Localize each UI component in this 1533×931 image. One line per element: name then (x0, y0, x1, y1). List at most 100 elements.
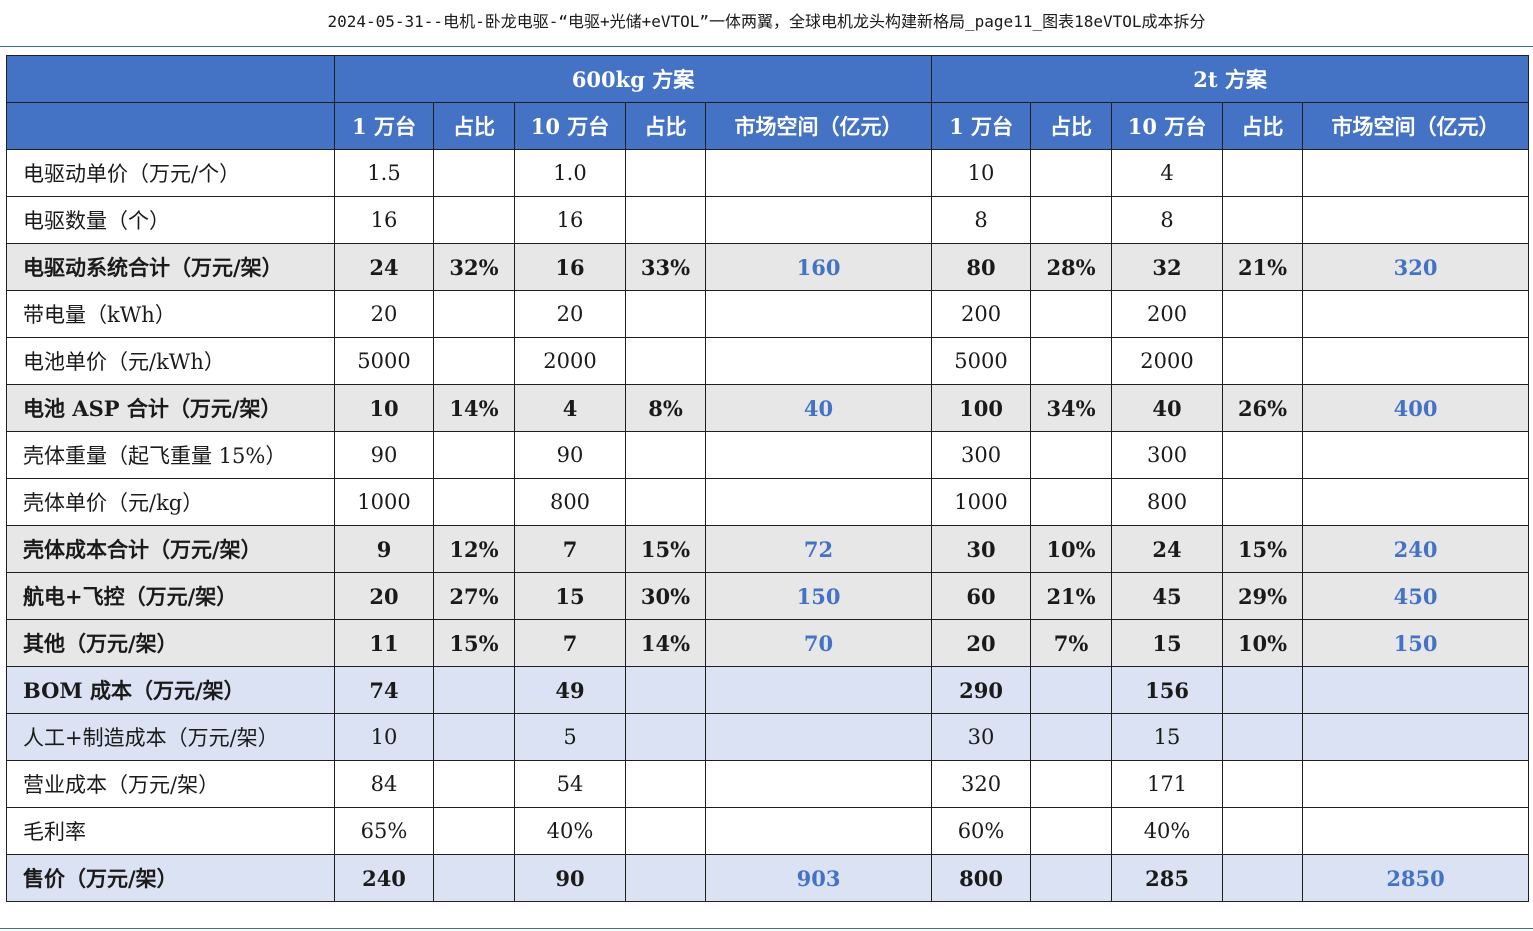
table-cell (1222, 807, 1304, 855)
table-cell: 21% (1030, 572, 1113, 620)
table-cell: 156 (1111, 666, 1224, 714)
table-cell (433, 196, 515, 244)
table-cell (625, 854, 706, 902)
market-size-cell: 2850 (1302, 854, 1530, 902)
table-cell: 27% (433, 572, 515, 620)
header-corner (6, 55, 335, 103)
row-label: 壳体单价（元/kg） (6, 478, 335, 526)
table-cell: 15% (1222, 525, 1304, 573)
row-label: 壳体重量（起飞重量 15%） (6, 431, 335, 479)
table-cell (1030, 666, 1113, 714)
table-body: 电驱动单价（万元/个） 1.5 1.0 10 4 电驱数量（个） 16 16 8 8 电驱动系统合计… (6, 149, 1530, 902)
row-label: 电驱动单价（万元/个） (6, 149, 335, 197)
market-size-cell (1302, 478, 1530, 526)
table-cell: 5000 (931, 337, 1032, 385)
table-cell (1030, 478, 1113, 526)
table-cell: 200 (1111, 290, 1224, 338)
table-cell: 14% (433, 384, 515, 432)
table-cell: 90 (514, 854, 626, 902)
page-title: 2024-05-31--电机-卧龙电驱-“电驱+光储+eVTOL”一体两翼，全球… (327, 12, 1206, 31)
table-cell: 16 (514, 243, 626, 291)
table-cell (625, 666, 706, 714)
table-cell: 21% (1222, 243, 1304, 291)
table-cell (625, 431, 706, 479)
table-cell: 240 (334, 854, 434, 902)
table-cell: 11 (334, 619, 434, 667)
table-row: 电池单价（元/kWh） 5000 2000 5000 2000 (6, 337, 1530, 385)
row-label: 售价（万元/架） (6, 854, 335, 902)
table-cell: 200 (931, 290, 1032, 338)
table-cell: 100 (931, 384, 1032, 432)
table-cell (1222, 196, 1304, 244)
table-cell: 7 (514, 525, 626, 573)
table-cell: 20 (334, 572, 434, 620)
market-size-cell (1302, 760, 1530, 808)
table-cell (1222, 337, 1304, 385)
table-row: 营业成本（万元/架） 84 54 320 171 (6, 760, 1530, 808)
table-cell: 28% (1030, 243, 1113, 291)
table-cell (625, 807, 706, 855)
table-cell: 10% (1222, 619, 1304, 667)
table-cell: 12% (433, 525, 515, 573)
table-cell (1030, 431, 1113, 479)
market-size-cell (704, 290, 933, 338)
table-row: 毛利率 65% 40% 60% 40% (6, 807, 1530, 855)
table-cell: 29% (1222, 572, 1304, 620)
table-cell: 10 (334, 384, 434, 432)
table-cell (1222, 713, 1304, 761)
market-size-cell (1302, 149, 1530, 197)
table-cell (433, 760, 515, 808)
table-cell (1030, 149, 1113, 197)
market-size-cell (1302, 337, 1530, 385)
header-col-share: 占比 (1030, 102, 1113, 150)
table-cell: 171 (1111, 760, 1224, 808)
table-cell (433, 337, 515, 385)
table-cell: 15% (433, 619, 515, 667)
table-row: BOM 成本（万元/架） 74 49 290 156 (6, 666, 1530, 714)
table-cell: 32 (1111, 243, 1224, 291)
market-size-cell (704, 478, 933, 526)
market-size-cell: 150 (1302, 619, 1530, 667)
row-label: BOM 成本（万元/架） (6, 666, 335, 714)
table-cell: 24 (1111, 525, 1224, 573)
table-cell: 1000 (334, 478, 434, 526)
table-cell: 4 (1111, 149, 1224, 197)
table-cell: 8 (1111, 196, 1224, 244)
market-size-cell (704, 807, 933, 855)
table-cell (433, 431, 515, 479)
table-cell: 60% (931, 807, 1032, 855)
market-size-cell: 450 (1302, 572, 1530, 620)
header-column-row: 1 万台 占比 10 万台 占比 市场空间（亿元） 1 万台 占比 10 万台 … (6, 102, 1530, 150)
table-cell: 20 (514, 290, 626, 338)
header-col-units-10k: 1 万台 (334, 102, 434, 150)
market-size-cell (704, 337, 933, 385)
table-cell (1030, 290, 1113, 338)
table-cell: 1.5 (334, 149, 434, 197)
table-cell: 8 (931, 196, 1032, 244)
table-cell: 9 (334, 525, 434, 573)
table-cell: 2000 (514, 337, 626, 385)
table-cell: 16 (334, 196, 434, 244)
table-cell (1030, 713, 1113, 761)
table-cell (625, 713, 706, 761)
market-size-cell: 903 (704, 854, 933, 902)
row-label: 电池单价（元/kWh） (6, 337, 335, 385)
row-label: 电驱动系统合计（万元/架） (6, 243, 335, 291)
row-label: 营业成本（万元/架） (6, 760, 335, 808)
table-cell: 5 (514, 713, 626, 761)
market-size-cell (704, 666, 933, 714)
table-cell (1222, 854, 1304, 902)
table-row: 电驱数量（个） 16 16 8 8 (6, 196, 1530, 244)
market-size-cell (1302, 290, 1530, 338)
evtol-cost-table: 600kg 方案 2t 方案 1 万台 占比 10 万台 占比 市场空间（亿元）… (6, 55, 1530, 902)
row-label: 毛利率 (6, 807, 335, 855)
table-cell (433, 713, 515, 761)
row-label: 带电量（kWh） (6, 290, 335, 338)
table-cell: 285 (1111, 854, 1224, 902)
market-size-cell: 320 (1302, 243, 1530, 291)
table-cell: 4 (514, 384, 626, 432)
header-col-share: 占比 (625, 102, 706, 150)
market-size-cell (1302, 713, 1530, 761)
table-cell: 90 (514, 431, 626, 479)
table-cell: 10 (931, 149, 1032, 197)
